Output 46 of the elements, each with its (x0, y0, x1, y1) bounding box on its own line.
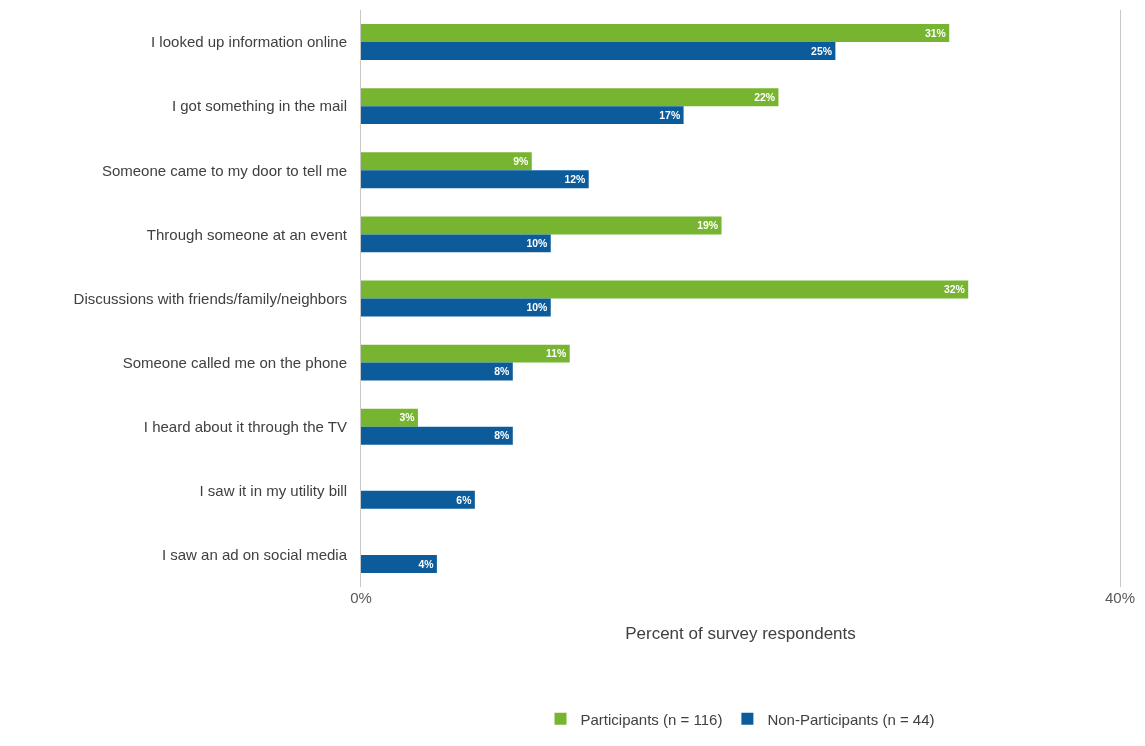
y-tick-label: Someone called me on the phone (122, 353, 347, 371)
y-tick-label: Through someone at an event (146, 225, 348, 243)
bar (361, 88, 779, 107)
y-tick-label: I saw an ad on social media (161, 546, 348, 564)
data-label: 11% (545, 348, 567, 360)
data-label: 25% (811, 45, 832, 57)
x-tick-label: 0% (350, 589, 372, 606)
y-tick-label: I got something in the mail (171, 97, 347, 115)
y-tick-label: I heard about it through the TV (143, 417, 347, 435)
data-label: 32% (943, 284, 965, 296)
y-tick-label: I looked up information online (151, 33, 347, 51)
bar (361, 362, 513, 381)
bar (361, 216, 722, 235)
bar (361, 24, 950, 43)
legend-label: Non-Participants (n = 44) (767, 710, 935, 728)
bar (361, 298, 551, 317)
data-label: 6% (456, 494, 472, 506)
data-label: 17% (659, 109, 681, 121)
data-label: 10% (526, 302, 548, 314)
bar (361, 554, 437, 573)
bar (361, 42, 836, 61)
bar (361, 426, 513, 445)
data-label: 3% (399, 412, 415, 424)
data-label: 19% (697, 220, 719, 232)
bar (361, 490, 475, 509)
data-label: 9% (513, 156, 529, 168)
data-label: 8% (494, 430, 510, 442)
y-tick-label: Discussions with friends/family/neighbors (73, 289, 347, 307)
bar (361, 234, 551, 253)
x-tick-label: 40% (1104, 589, 1136, 606)
y-tick-label: Someone came to my door to tell me (101, 161, 347, 179)
bar (361, 344, 570, 363)
data-label: 22% (754, 91, 776, 103)
bar (361, 280, 969, 299)
data-label: 8% (494, 366, 510, 378)
data-label: 12% (564, 173, 586, 185)
x-axis-title: Percent of survey respondents (625, 624, 856, 644)
bar (361, 152, 532, 171)
y-tick-label: I saw it in my utility bill (199, 482, 347, 500)
legend-label: Participants (n = 116) (580, 710, 723, 728)
bar (361, 106, 684, 125)
data-label: 10% (526, 238, 548, 250)
data-label: 4% (418, 558, 435, 570)
bar (361, 170, 589, 189)
bar (361, 408, 418, 427)
data-label: 31% (924, 27, 947, 39)
